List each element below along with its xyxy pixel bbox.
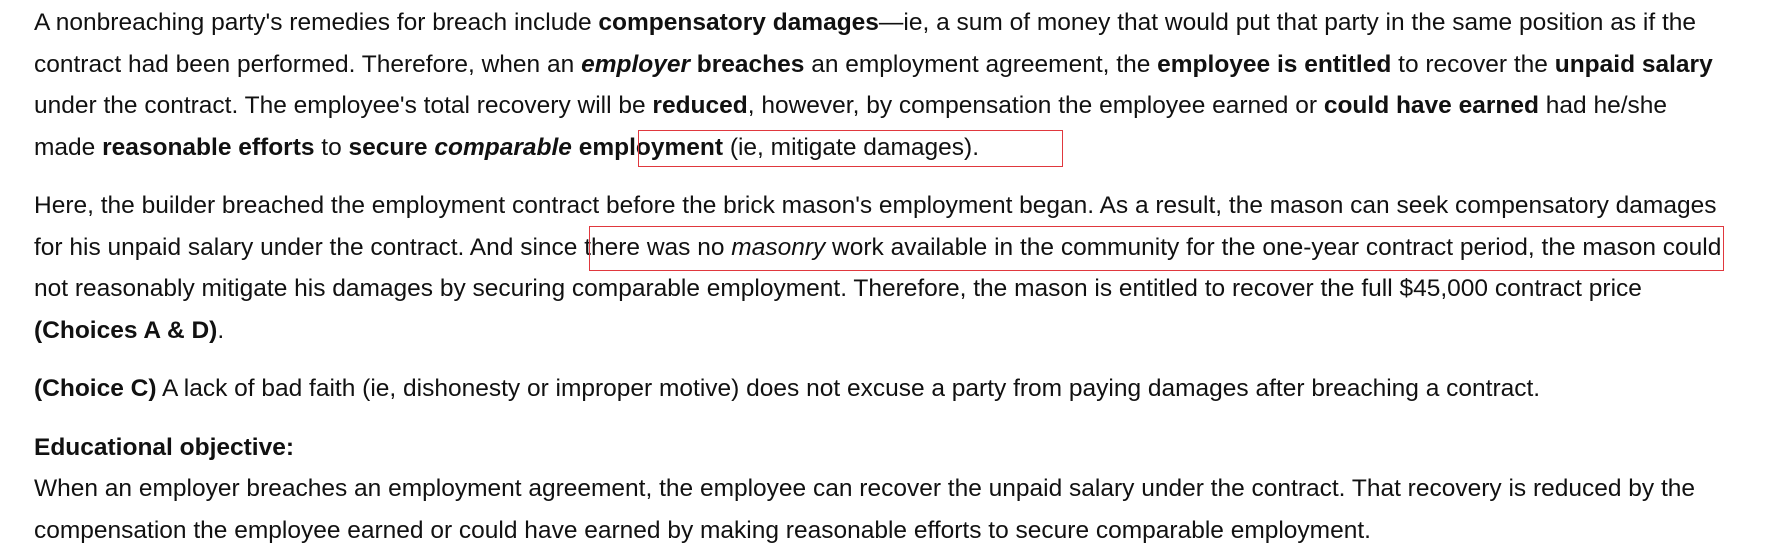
remedies-text: under the contract. The employee's total… — [34, 92, 653, 119]
remedies-text: had he/she made — [34, 92, 1668, 161]
choice-c-text: A lack of bad faith (ie, dishonesty or i… — [156, 375, 1541, 402]
application-text: work available in the community for the … — [34, 233, 1722, 303]
choice-c-ref: (Choice C) — [34, 375, 157, 402]
application-paragraph: Here, the builder breached the employmen… — [34, 185, 1734, 351]
unpaid-salary-term: unpaid salary — [1554, 50, 1713, 78]
remedies-text: to — [314, 133, 349, 161]
compensatory-damages-term: compensatory damages — [598, 9, 879, 36]
remedies-text: to recover the — [1391, 50, 1555, 78]
masonry-term: masonry — [731, 233, 826, 261]
explanation-body: A nonbreaching party's remedies for brea… — [34, 0, 1734, 551]
remedies-text: an employment agreement, the — [804, 50, 1158, 78]
remedies-text: , however, by compensation the employee … — [747, 92, 1324, 119]
remedies-text: A nonbreaching party's remedies for brea… — [34, 9, 599, 36]
objective-text: When an employer breaches an employment … — [34, 475, 1696, 544]
comparable-term: comparable — [434, 133, 572, 161]
breaches-term: breaches — [690, 50, 805, 78]
remedies-paragraph: A nonbreaching party's remedies for brea… — [34, 2, 1734, 168]
application-text: . — [217, 316, 225, 344]
could-have-earned-term: could have earned — [1323, 92, 1539, 119]
choice-c-paragraph: (Choice C) A lack of bad faith (ie, dish… — [34, 368, 1734, 410]
employer-term: employer — [581, 50, 690, 78]
remedies-text: —ie, a sum of money that would put that … — [34, 9, 1697, 78]
reduced-term: reduced — [652, 92, 748, 119]
objective-heading: Educational objective: — [34, 433, 295, 461]
reasonable-efforts-term: reasonable efforts — [102, 133, 315, 161]
choices-a-d-ref: (Choices A & D) — [34, 316, 218, 344]
employee-entitled-term: employee is entitled — [1157, 50, 1392, 78]
secure-term: secure — [348, 133, 435, 161]
employment-term: employment — [571, 133, 724, 161]
application-text: Here, the builder breached the employmen… — [34, 192, 1717, 261]
remedies-text: (ie, mitigate damages). — [723, 133, 980, 161]
